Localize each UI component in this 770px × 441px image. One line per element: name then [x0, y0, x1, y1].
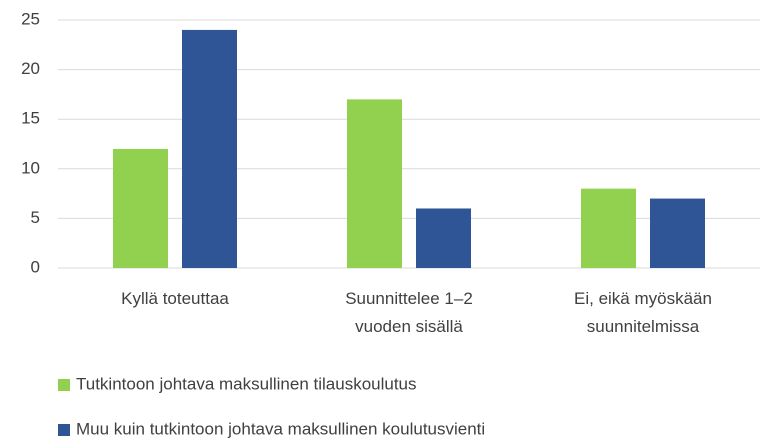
x-tick-line: Ei, eikä myöskään	[574, 289, 712, 308]
bar	[182, 29, 237, 269]
y-tick-label: 15	[21, 109, 40, 128]
y-tick-label: 10	[21, 158, 40, 177]
y-tick-label: 0	[31, 257, 40, 276]
x-tick-line: vuoden sisällä	[355, 317, 463, 336]
x-tick-line: Kyllä toteuttaa	[121, 289, 229, 308]
x-tick-label: Kyllä toteuttaa	[121, 289, 229, 308]
legend-label: Tutkintoon johtava maksullinen tilauskou…	[76, 374, 417, 393]
x-tick-label: Ei, eikä myöskään suunnitelmissa	[574, 289, 712, 336]
x-tick-line: Suunnittelee 1–2	[345, 289, 473, 308]
y-tick-label: 5	[31, 208, 40, 227]
legend-swatch	[58, 424, 70, 436]
bar	[416, 208, 471, 268]
x-tick-line: suunnitelmissa	[587, 317, 700, 336]
y-tick-label: 20	[21, 59, 40, 78]
bar	[581, 188, 636, 268]
bar	[347, 99, 402, 268]
bar	[113, 148, 168, 268]
y-tick-label: 25	[21, 9, 40, 28]
legend-swatch	[58, 379, 70, 391]
legend-label: Muu kuin tutkintoon johtava maksullinen …	[76, 419, 485, 438]
x-tick-label: Suunnittelee 1–2 vuoden sisällä	[345, 289, 473, 336]
bar	[650, 198, 705, 268]
